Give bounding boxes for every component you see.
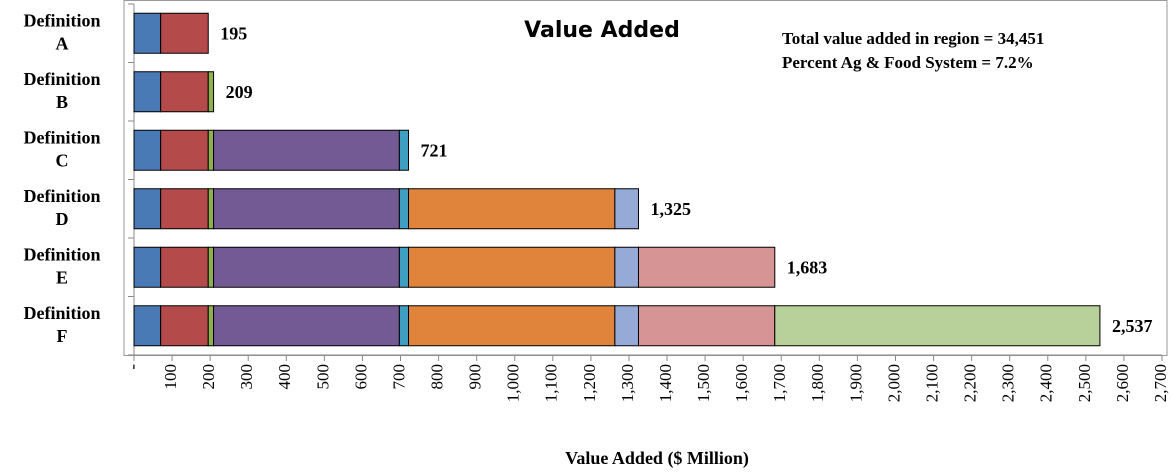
y-tick-label-line: Definition [23,69,100,89]
y-tick-label-line: Definition [23,10,100,30]
x-tick-label: 700 [389,364,408,390]
bar-segment [133,71,162,113]
x-tick-label: 1,200 [580,364,599,402]
chart-title: Value Added [524,18,680,43]
annotation: Total value added in region = 34,451 [782,29,1044,48]
bar-segment [398,188,410,230]
data-label: 1,683 [787,257,828,277]
x-tick-label: 1,400 [656,364,675,402]
x-tick-label: 1,700 [770,364,789,402]
bar-segment [207,129,215,171]
x-tick-label: 1,000 [504,364,523,402]
bar-segment [160,305,209,347]
bar-segment [408,305,616,347]
data-label: 195 [220,23,247,43]
x-tick-label: 1,100 [542,364,561,402]
bar-segment [408,188,616,230]
bar-segment [207,188,215,230]
x-tick-label: 1,500 [694,364,713,402]
annotation: Percent Ag & Food System = 7.2% [782,53,1034,72]
y-tick-label-line: Definition [23,244,100,264]
bar-segment [774,305,1101,347]
bar-segment [614,188,639,230]
bar-segment [614,305,639,347]
y-tick-label: Definition D [23,186,100,229]
y-tick-label-line: D [56,209,69,229]
bar-segment [207,305,215,347]
x-tick-label: 2,100 [922,364,941,402]
x-tick-label: 300 [237,364,256,390]
data-label: 1,325 [650,199,691,219]
bar-segment [614,246,639,288]
x-tick-label: 2,700 [1151,364,1170,402]
y-tick-label-line: E [56,267,68,287]
bar-segment [637,246,776,288]
y-tick-label-line: A [56,33,69,53]
bar-segment [160,188,209,230]
bar-segment [160,12,209,54]
bar-segment [408,246,616,288]
x-tick-label: - [123,364,142,370]
bar-segment [213,129,400,171]
x-tick-label: 200 [199,364,218,390]
x-tick-label: 900 [466,364,485,390]
bar-segment [133,246,162,288]
bar-segment [213,246,400,288]
x-tick-label: 2,000 [884,364,903,402]
y-tick-label: Definition C [23,127,100,170]
y-tick-label: Definition F [23,303,100,346]
bar-segment [133,129,162,171]
x-tick-label: 2,300 [999,364,1018,402]
bar-segment [160,129,209,171]
bar-segment [637,305,776,347]
x-tick-label: 400 [275,364,294,390]
bar-segment [398,129,410,171]
bar-segment [160,246,209,288]
bar-segment [133,305,162,347]
x-tick-label: 500 [313,364,332,390]
bar-segment [213,305,400,347]
bar-segment [398,305,410,347]
x-tick-label: 600 [351,364,370,390]
y-tick-label-line: Definition [23,303,100,323]
x-tick-label: 1,300 [618,364,637,402]
x-tick-label: 2,600 [1113,364,1132,402]
y-tick-label-line: F [57,326,68,346]
bar-segment [133,188,162,230]
x-tick-label: 2,400 [1037,364,1056,402]
x-axis-label: Value Added ($ Million) [565,448,749,469]
y-tick-label-line: C [56,150,69,170]
bar-segment [398,246,410,288]
x-tick-label: 1,900 [846,364,865,402]
data-label: 2,537 [1112,316,1153,336]
bar-segment [207,71,215,113]
y-tick-label-line: Definition [23,127,100,147]
x-tick-label: 1,600 [732,364,751,402]
x-tick-label: 2,200 [961,364,980,402]
y-tick-label-line: Definition [23,186,100,206]
x-tick-label: 2,500 [1075,364,1094,402]
data-label: 209 [226,82,253,102]
y-tick-label-line: B [56,92,68,112]
bar-segment [160,71,209,113]
y-tick-label: Definition B [23,69,100,112]
y-tick-label: Definition E [23,244,100,287]
y-tick-label: Definition A [23,10,100,53]
data-label: 721 [421,140,448,160]
x-tick-label: 1,800 [808,364,827,402]
bar-segment [133,12,162,54]
x-tick-label: 800 [427,364,446,390]
bar-segment [213,188,400,230]
x-tick-label: 100 [161,364,180,390]
bar-segment [207,246,215,288]
